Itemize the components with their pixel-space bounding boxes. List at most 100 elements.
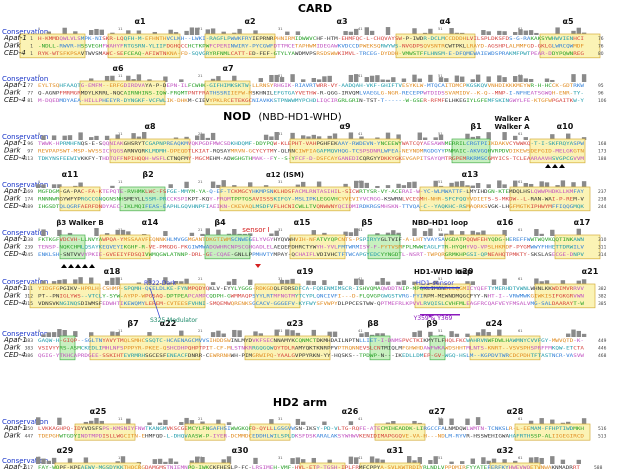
residue-segment: -GIQP- [59, 338, 80, 344]
residue-segment: RWYWS- [381, 44, 402, 50]
residue-segment: MDF [573, 44, 584, 50]
structure-label: α8 [144, 122, 155, 131]
residue-segment: KNRPFV [316, 346, 338, 352]
residue-segment: ISLLWG [102, 434, 124, 440]
residue-segment: -VCFWL [145, 98, 167, 104]
residue-segment: P-TGSH [316, 465, 338, 469]
residue-segment: ITDMCP [445, 83, 467, 89]
conservation-bar [417, 330, 422, 337]
sequence-end-number: 513 [598, 434, 607, 440]
residue-segment: H-KMMD [38, 36, 60, 42]
residue-segment: WWKFRY [231, 36, 253, 42]
residue-segment: LVKKAG [38, 426, 60, 432]
residue-segment: FLHCNI [274, 204, 296, 210]
alpha-helix-box [219, 186, 351, 212]
residue-segment: MPQDYQ [188, 286, 210, 292]
residue-segment: YVAYSA [423, 237, 445, 243]
residue-segment: MFSKIN [488, 98, 510, 104]
conservation-bar [147, 79, 152, 82]
residue-segment: VGDATP [445, 237, 467, 243]
alpha-helix-box [254, 283, 301, 309]
structure-label: α28 [507, 407, 524, 416]
ruler-number: 41 [358, 132, 363, 136]
residue-segment: KSFDSK [295, 434, 317, 440]
residue-segment: KHDQMF [231, 141, 253, 147]
residue-segment: GN-KTE [488, 189, 510, 195]
ruler-number: 11 [118, 228, 123, 232]
residue-segment: -SGLTN [81, 338, 103, 344]
ruler-number: 41 [358, 228, 363, 232]
conservation-bar [348, 74, 354, 82]
conservation-bar [576, 459, 581, 464]
conservation-bar [581, 181, 587, 188]
residue-segment: TSAYQM [423, 156, 445, 162]
conservation-label: Conservation [2, 229, 48, 237]
residue-segment: FMSALV [509, 301, 531, 307]
alpha-helix-box [289, 234, 346, 260]
residue-segment: RVQISL [423, 301, 445, 307]
conservation-bar [94, 28, 99, 35]
ruler-number: 61 [518, 417, 523, 421]
residue-segment: EDDHLW [252, 434, 274, 440]
residue-segment: -MELGK [552, 149, 574, 155]
conservation-label: Conservation [2, 181, 48, 189]
conservation-bar [385, 232, 391, 236]
residue-segment: QWLVLS [59, 36, 81, 42]
residue-segment: HVRPDV [488, 149, 510, 155]
residue-segment: MPAY-Q [274, 252, 296, 258]
residue-segment: TFTAST [530, 353, 552, 359]
structure-label: NBD-HD1 loop [412, 219, 468, 227]
conservation-bar [518, 75, 523, 82]
residue-segment: RVV [573, 286, 584, 292]
residue-segment: QLFDRS [274, 286, 296, 292]
alpha-helix-box [119, 283, 206, 309]
alpha-helix-box [204, 80, 251, 106]
conservation-bar [338, 281, 343, 285]
residue-segment: CVTEES [166, 301, 188, 307]
residue-segment: DEVN-Y [359, 141, 381, 147]
structure-label: α29 [57, 446, 74, 455]
residue-segment: GIWKIS [530, 294, 552, 300]
residue-segment: QYTDLR [274, 346, 296, 352]
conservation-bar [41, 334, 46, 337]
sequence-start-number: 1 [30, 51, 33, 57]
residue-segment: LQWWPH [530, 189, 552, 195]
residue-segment: H---ND [423, 434, 445, 440]
residue-segment: ARALAK [316, 434, 338, 440]
sequence-name: Apaf-1 [3, 235, 27, 243]
residue-segment: GAFMQV [316, 149, 338, 155]
conservation-bar [316, 79, 322, 82]
conservation-bar [475, 136, 481, 140]
sequence-end-number: 449 [598, 338, 607, 344]
conservation-bar [322, 421, 327, 425]
conservation-bar [481, 457, 486, 464]
residue-segment: CMIHEA [381, 426, 403, 432]
sequence-start-number: 312 [25, 294, 34, 300]
ruler-number: 31 [278, 329, 283, 333]
motif-triangle-up [61, 264, 67, 268]
conservation-bar [332, 133, 338, 140]
conservation-bar [523, 137, 528, 140]
conservation-bar [523, 182, 528, 188]
residue-segment: CYVEVI [338, 197, 360, 203]
residue-segment: Q-AGNP [38, 91, 60, 97]
conservation-bar [226, 422, 232, 425]
residue-segment: ICYQGS [102, 149, 124, 155]
conservation-bar [269, 233, 274, 236]
residue-segment: GADLEL [252, 245, 274, 251]
residue-segment: EDWHTI [102, 301, 124, 307]
residue-segment: FCPERI [209, 44, 231, 50]
residue-segment: SPSDNR [359, 149, 381, 155]
ruler-number: 31 [278, 417, 283, 421]
structure-label: β9 [426, 319, 438, 328]
annotation-s325: S325 Modulator [150, 317, 198, 324]
residue-segment: GWYLFE [509, 98, 531, 104]
residue-segment: DAARAY [552, 301, 574, 307]
conservation-bar [94, 417, 99, 425]
conservation-bar [41, 229, 46, 236]
sequence-name: Apaf-1 [3, 139, 27, 147]
sequence-start-number: 81 [27, 98, 33, 104]
conservation-bar [131, 133, 136, 140]
ruler-number: 61 [518, 456, 523, 460]
